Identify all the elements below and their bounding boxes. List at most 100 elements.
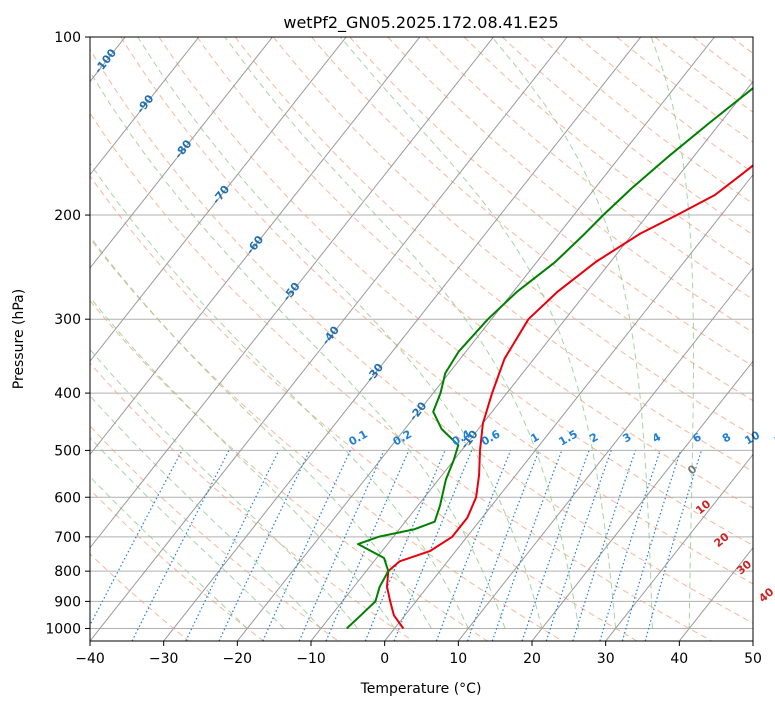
moist-adiabat bbox=[491, 37, 653, 629]
dry-adiabat bbox=[578, 37, 753, 174]
mixing-ratio-line bbox=[262, 450, 351, 641]
isotherm-line bbox=[236, 37, 715, 641]
isotherm-label: -50 bbox=[280, 280, 303, 304]
mixing-ratio-label: 1.5 bbox=[556, 427, 579, 448]
moist-adiabat bbox=[224, 37, 580, 629]
isotherm-line bbox=[384, 173, 753, 641]
temperature-profile bbox=[386, 164, 753, 630]
moist-adiabat bbox=[90, 475, 248, 629]
isotherm-line bbox=[90, 37, 200, 176]
y-tick-label: 200 bbox=[54, 208, 81, 224]
isotherm-label: -30 bbox=[364, 361, 387, 385]
x-tick-label: 40 bbox=[670, 651, 688, 667]
mixing-ratio-line bbox=[364, 450, 446, 641]
isotherm-label: -70 bbox=[210, 183, 233, 207]
isotherm-line bbox=[457, 267, 753, 641]
x-tick-label: 10 bbox=[449, 651, 467, 667]
moist-adiabat bbox=[90, 395, 322, 629]
dewpoint-profile bbox=[346, 86, 753, 630]
background-lines bbox=[90, 37, 753, 641]
y-tick-label: 300 bbox=[54, 312, 81, 328]
isotherm-label: -40 bbox=[319, 323, 342, 347]
y-tick-label: 400 bbox=[54, 386, 81, 402]
mixing-ratio-label: 3 bbox=[620, 430, 633, 445]
isotherm-line bbox=[90, 37, 347, 363]
mixing-ratio-label: 0.1 bbox=[346, 427, 369, 448]
mixing-ratio-line bbox=[572, 450, 637, 641]
wetbulb-label: 10 bbox=[693, 497, 713, 517]
dry-adiabat bbox=[90, 237, 563, 641]
mixing-ratio-line bbox=[599, 450, 661, 641]
moist-adiabat bbox=[90, 70, 506, 629]
mixing-ratio-line bbox=[131, 450, 230, 641]
dry-adiabat bbox=[387, 37, 753, 334]
dry-adiabat bbox=[311, 37, 753, 402]
x-tick-label: 50 bbox=[744, 651, 762, 667]
dry-adiabat bbox=[692, 37, 753, 84]
mixing-ratio-line bbox=[218, 450, 311, 641]
dry-adiabat bbox=[90, 48, 753, 624]
mixing-ratio-line bbox=[298, 450, 385, 641]
dry-adiabat bbox=[90, 488, 264, 641]
y-axis: 100 200 300 400 500 600 700 800 900 1000 bbox=[45, 30, 90, 638]
mixing-ratio-line bbox=[90, 450, 183, 627]
dry-adiabat bbox=[90, 553, 190, 641]
dry-adiabat bbox=[90, 299, 488, 641]
wetbulb-label: 40 bbox=[756, 585, 775, 605]
dry-adiabat bbox=[234, 37, 753, 473]
x-tick-label: 20 bbox=[523, 651, 541, 667]
mixing-ratio-line bbox=[491, 450, 563, 641]
dry-adiabat bbox=[425, 37, 753, 300]
isopleth-labels: -100-90-80-70-60-50-40-30-20-100.1 0.2 0.4… bbox=[92, 46, 775, 605]
dry-adiabat bbox=[502, 37, 753, 236]
dry-adiabat bbox=[540, 37, 753, 205]
mixing-ratio-label: 13 bbox=[772, 429, 775, 448]
mixing-ratio-line bbox=[644, 450, 703, 641]
mixing-ratio-line bbox=[435, 450, 512, 641]
isotherm-line bbox=[678, 546, 753, 641]
isotherm-label: -80 bbox=[172, 137, 195, 161]
mixing-ratio-line bbox=[621, 450, 682, 641]
plot-frame bbox=[89, 36, 754, 642]
moist-adiabat bbox=[90, 348, 359, 629]
dry-adiabat bbox=[120, 37, 753, 585]
x-tick-label: −40 bbox=[75, 651, 105, 667]
y-tick-label: 1000 bbox=[45, 622, 81, 638]
moist-adiabat bbox=[90, 436, 285, 629]
mixing-ratio-label: 1 bbox=[528, 430, 541, 445]
dry-adiabat bbox=[90, 362, 414, 641]
moist-adiabat bbox=[90, 162, 469, 629]
y-axis-title: Pressure (hPa) bbox=[11, 289, 27, 389]
x-tick-label: 30 bbox=[597, 651, 615, 667]
dry-adiabat bbox=[463, 37, 753, 268]
dry-adiabat bbox=[616, 37, 753, 143]
x-tick-label: 0 bbox=[380, 651, 389, 667]
y-tick-label: 600 bbox=[54, 490, 81, 506]
y-tick-label: 500 bbox=[54, 443, 81, 459]
moist-adiabat bbox=[137, 37, 543, 629]
y-tick-label: 800 bbox=[54, 564, 81, 580]
dry-adiabat bbox=[654, 37, 753, 113]
x-tick-label: −10 bbox=[296, 651, 326, 667]
y-tick-label: 700 bbox=[54, 530, 81, 546]
profile-series bbox=[346, 86, 753, 630]
dry-adiabat bbox=[158, 37, 753, 547]
isotherm-line bbox=[605, 453, 753, 641]
y-tick-label: 900 bbox=[54, 594, 81, 610]
x-axis-title: Temperature (°C) bbox=[360, 681, 482, 697]
dry-adiabat bbox=[349, 37, 753, 367]
mixing-ratio-label: 2 bbox=[587, 430, 600, 445]
isotherm-line bbox=[90, 37, 421, 456]
isotherm-line bbox=[90, 37, 568, 641]
isotherm-line bbox=[90, 37, 273, 269]
mixing-ratio-line bbox=[185, 450, 280, 641]
mixing-ratio-label: 8 bbox=[720, 430, 733, 445]
mixing-ratio-line bbox=[521, 450, 590, 641]
wetbulb-label: 30 bbox=[734, 557, 754, 577]
moist-adiabat bbox=[90, 296, 396, 629]
x-axis: −40 −30 −20 −10 0 10 20 30 40 50 bbox=[75, 641, 762, 667]
isotherm-label: -90 bbox=[134, 92, 157, 116]
mixing-ratio-label: 10 bbox=[742, 428, 762, 447]
isotherm-line bbox=[163, 37, 642, 641]
